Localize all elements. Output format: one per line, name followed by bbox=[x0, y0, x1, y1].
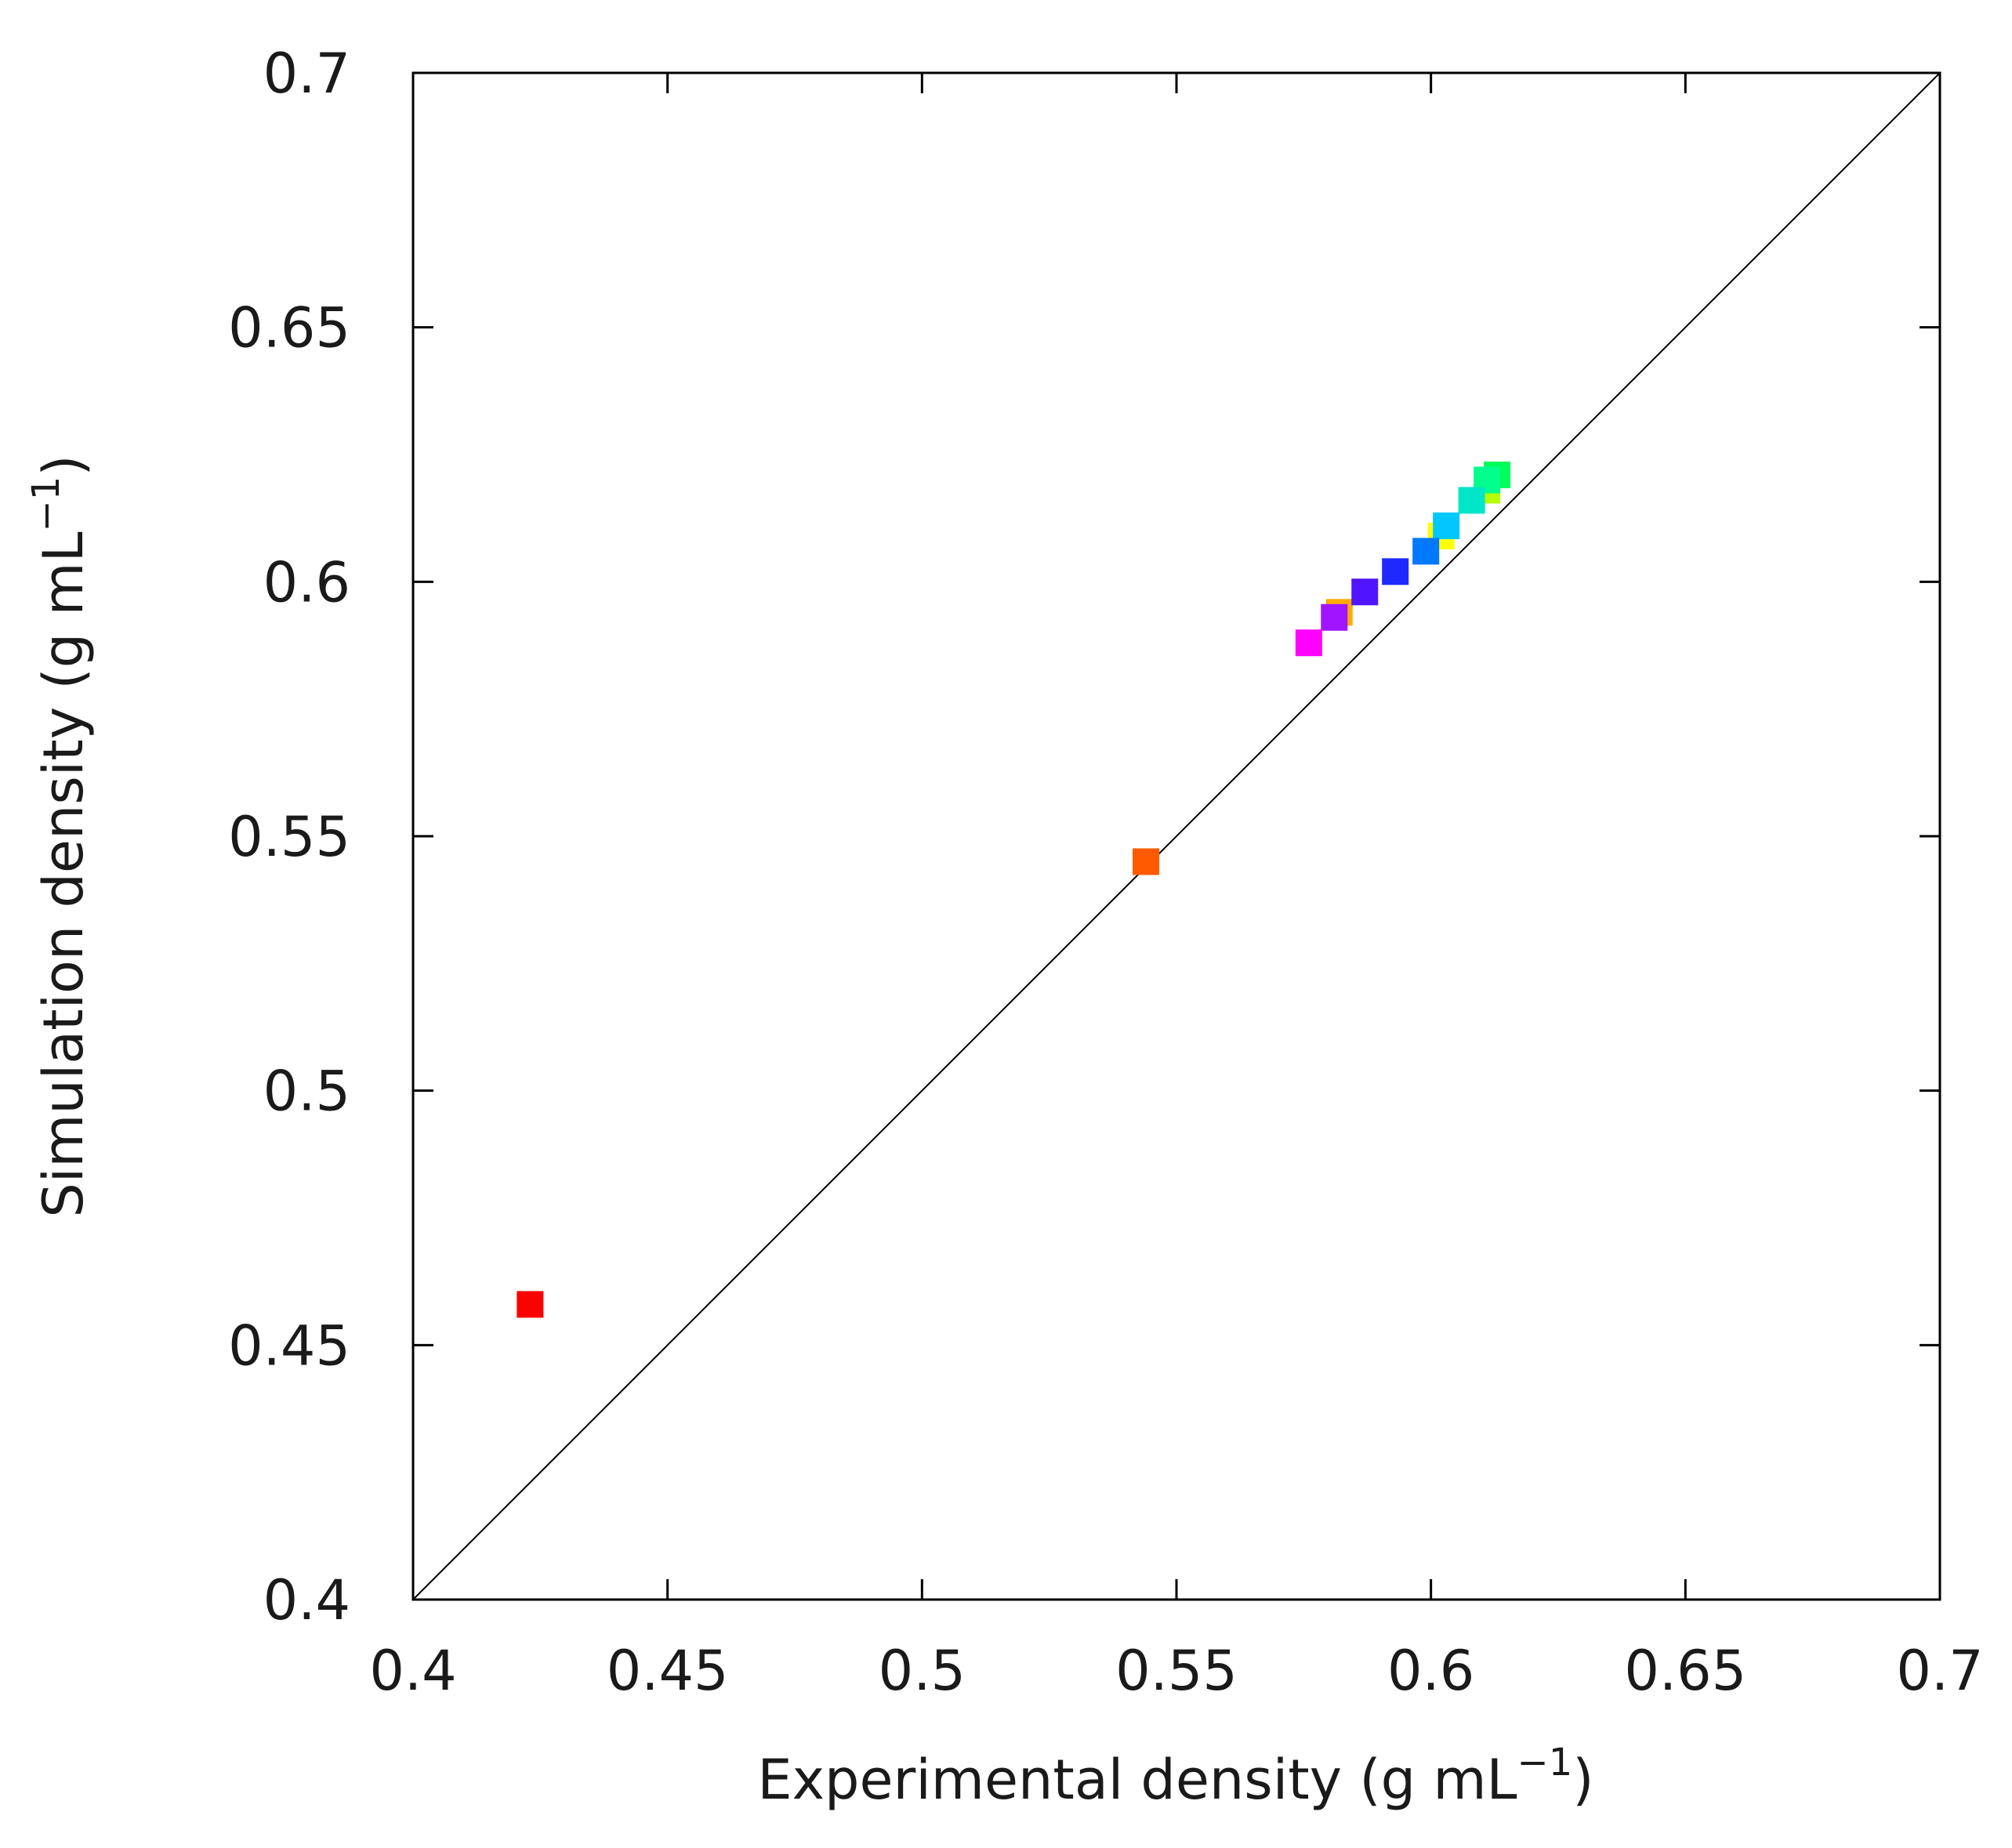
x-axis-title-text: Experimental density (g mL bbox=[757, 1748, 1517, 1812]
y-axis-title-close: ) bbox=[31, 455, 96, 476]
y-tick-label: 0.6 bbox=[263, 550, 350, 614]
x-axis-title-close: ) bbox=[1572, 1748, 1593, 1812]
y-tick-label: 0.65 bbox=[228, 296, 350, 361]
x-axis-title-superscript: −1 bbox=[1517, 1741, 1573, 1785]
y-tick-label: 0.4 bbox=[263, 1568, 350, 1632]
y-axis-title: Simulation density (g mL−1) bbox=[24, 455, 96, 1217]
x-tick-label: 0.7 bbox=[1896, 1639, 1983, 1703]
x-tick-label: 0.5 bbox=[879, 1639, 966, 1703]
data-point bbox=[1321, 603, 1348, 631]
x-tick-label: 0.6 bbox=[1387, 1639, 1474, 1703]
x-tick-label: 0.55 bbox=[1115, 1639, 1238, 1703]
y-axis-title-superscript: −1 bbox=[24, 476, 68, 532]
data-point bbox=[1458, 487, 1485, 514]
x-tick-label: 0.45 bbox=[607, 1639, 729, 1703]
data-point bbox=[1412, 538, 1440, 565]
y-tick-label: 0.5 bbox=[263, 1060, 350, 1124]
y-tick-label: 0.7 bbox=[263, 42, 350, 106]
data-point bbox=[1133, 848, 1160, 875]
data-point bbox=[1295, 629, 1322, 657]
data-point bbox=[1382, 558, 1409, 585]
y-tick-label: 0.55 bbox=[228, 805, 350, 869]
data-point bbox=[1351, 578, 1379, 606]
data-point bbox=[517, 1291, 544, 1318]
reference-line-y-equals-x bbox=[412, 72, 1941, 1600]
x-axis-title: Experimental density (g mL−1) bbox=[757, 1741, 1593, 1812]
plot-frame bbox=[411, 71, 1941, 1601]
x-tick-label: 0.65 bbox=[1624, 1639, 1746, 1703]
y-axis-title-text: Simulation density (g mL bbox=[31, 531, 96, 1217]
x-tick-label: 0.4 bbox=[369, 1639, 456, 1703]
data-point bbox=[1433, 512, 1460, 539]
y-tick-label: 0.45 bbox=[228, 1314, 350, 1378]
